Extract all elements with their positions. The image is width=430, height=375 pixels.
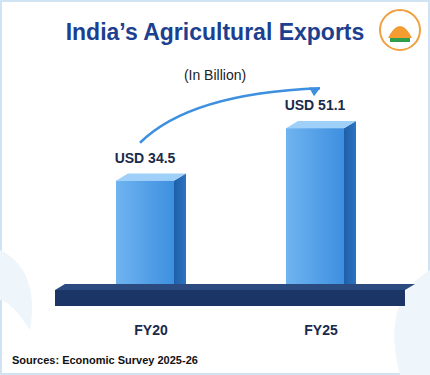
source: Sources: Economic Survey 2025-26 <box>12 354 198 366</box>
title: India’s Agricultural Exports <box>66 19 365 45</box>
bar-top <box>116 174 186 181</box>
bar <box>116 181 174 290</box>
data-label: USD 51.1 <box>285 97 346 113</box>
decoration <box>0 250 32 330</box>
data-label: USD 34.5 <box>115 150 176 166</box>
bar-top <box>286 121 356 128</box>
bars <box>116 121 356 290</box>
logo-ring <box>380 10 420 50</box>
logo-shape <box>390 38 410 42</box>
axis-base-top <box>55 284 415 290</box>
bar-side <box>174 174 186 290</box>
tick-label: FY20 <box>134 322 168 338</box>
frame <box>1 1 429 374</box>
bar <box>286 128 344 290</box>
subtitle: (In Billion) <box>184 67 246 83</box>
logo <box>380 10 420 50</box>
tick-label: FY25 <box>304 322 338 338</box>
page: {"chart_data": {"type": "bar", "title": … <box>0 0 430 375</box>
logo-shape <box>388 26 412 38</box>
bar-side <box>344 121 356 290</box>
arrow <box>140 88 320 143</box>
axis-base <box>55 290 405 306</box>
chart: India’s Agricultural Exports (In Billion)… <box>0 0 430 375</box>
arrow-head <box>309 87 320 96</box>
